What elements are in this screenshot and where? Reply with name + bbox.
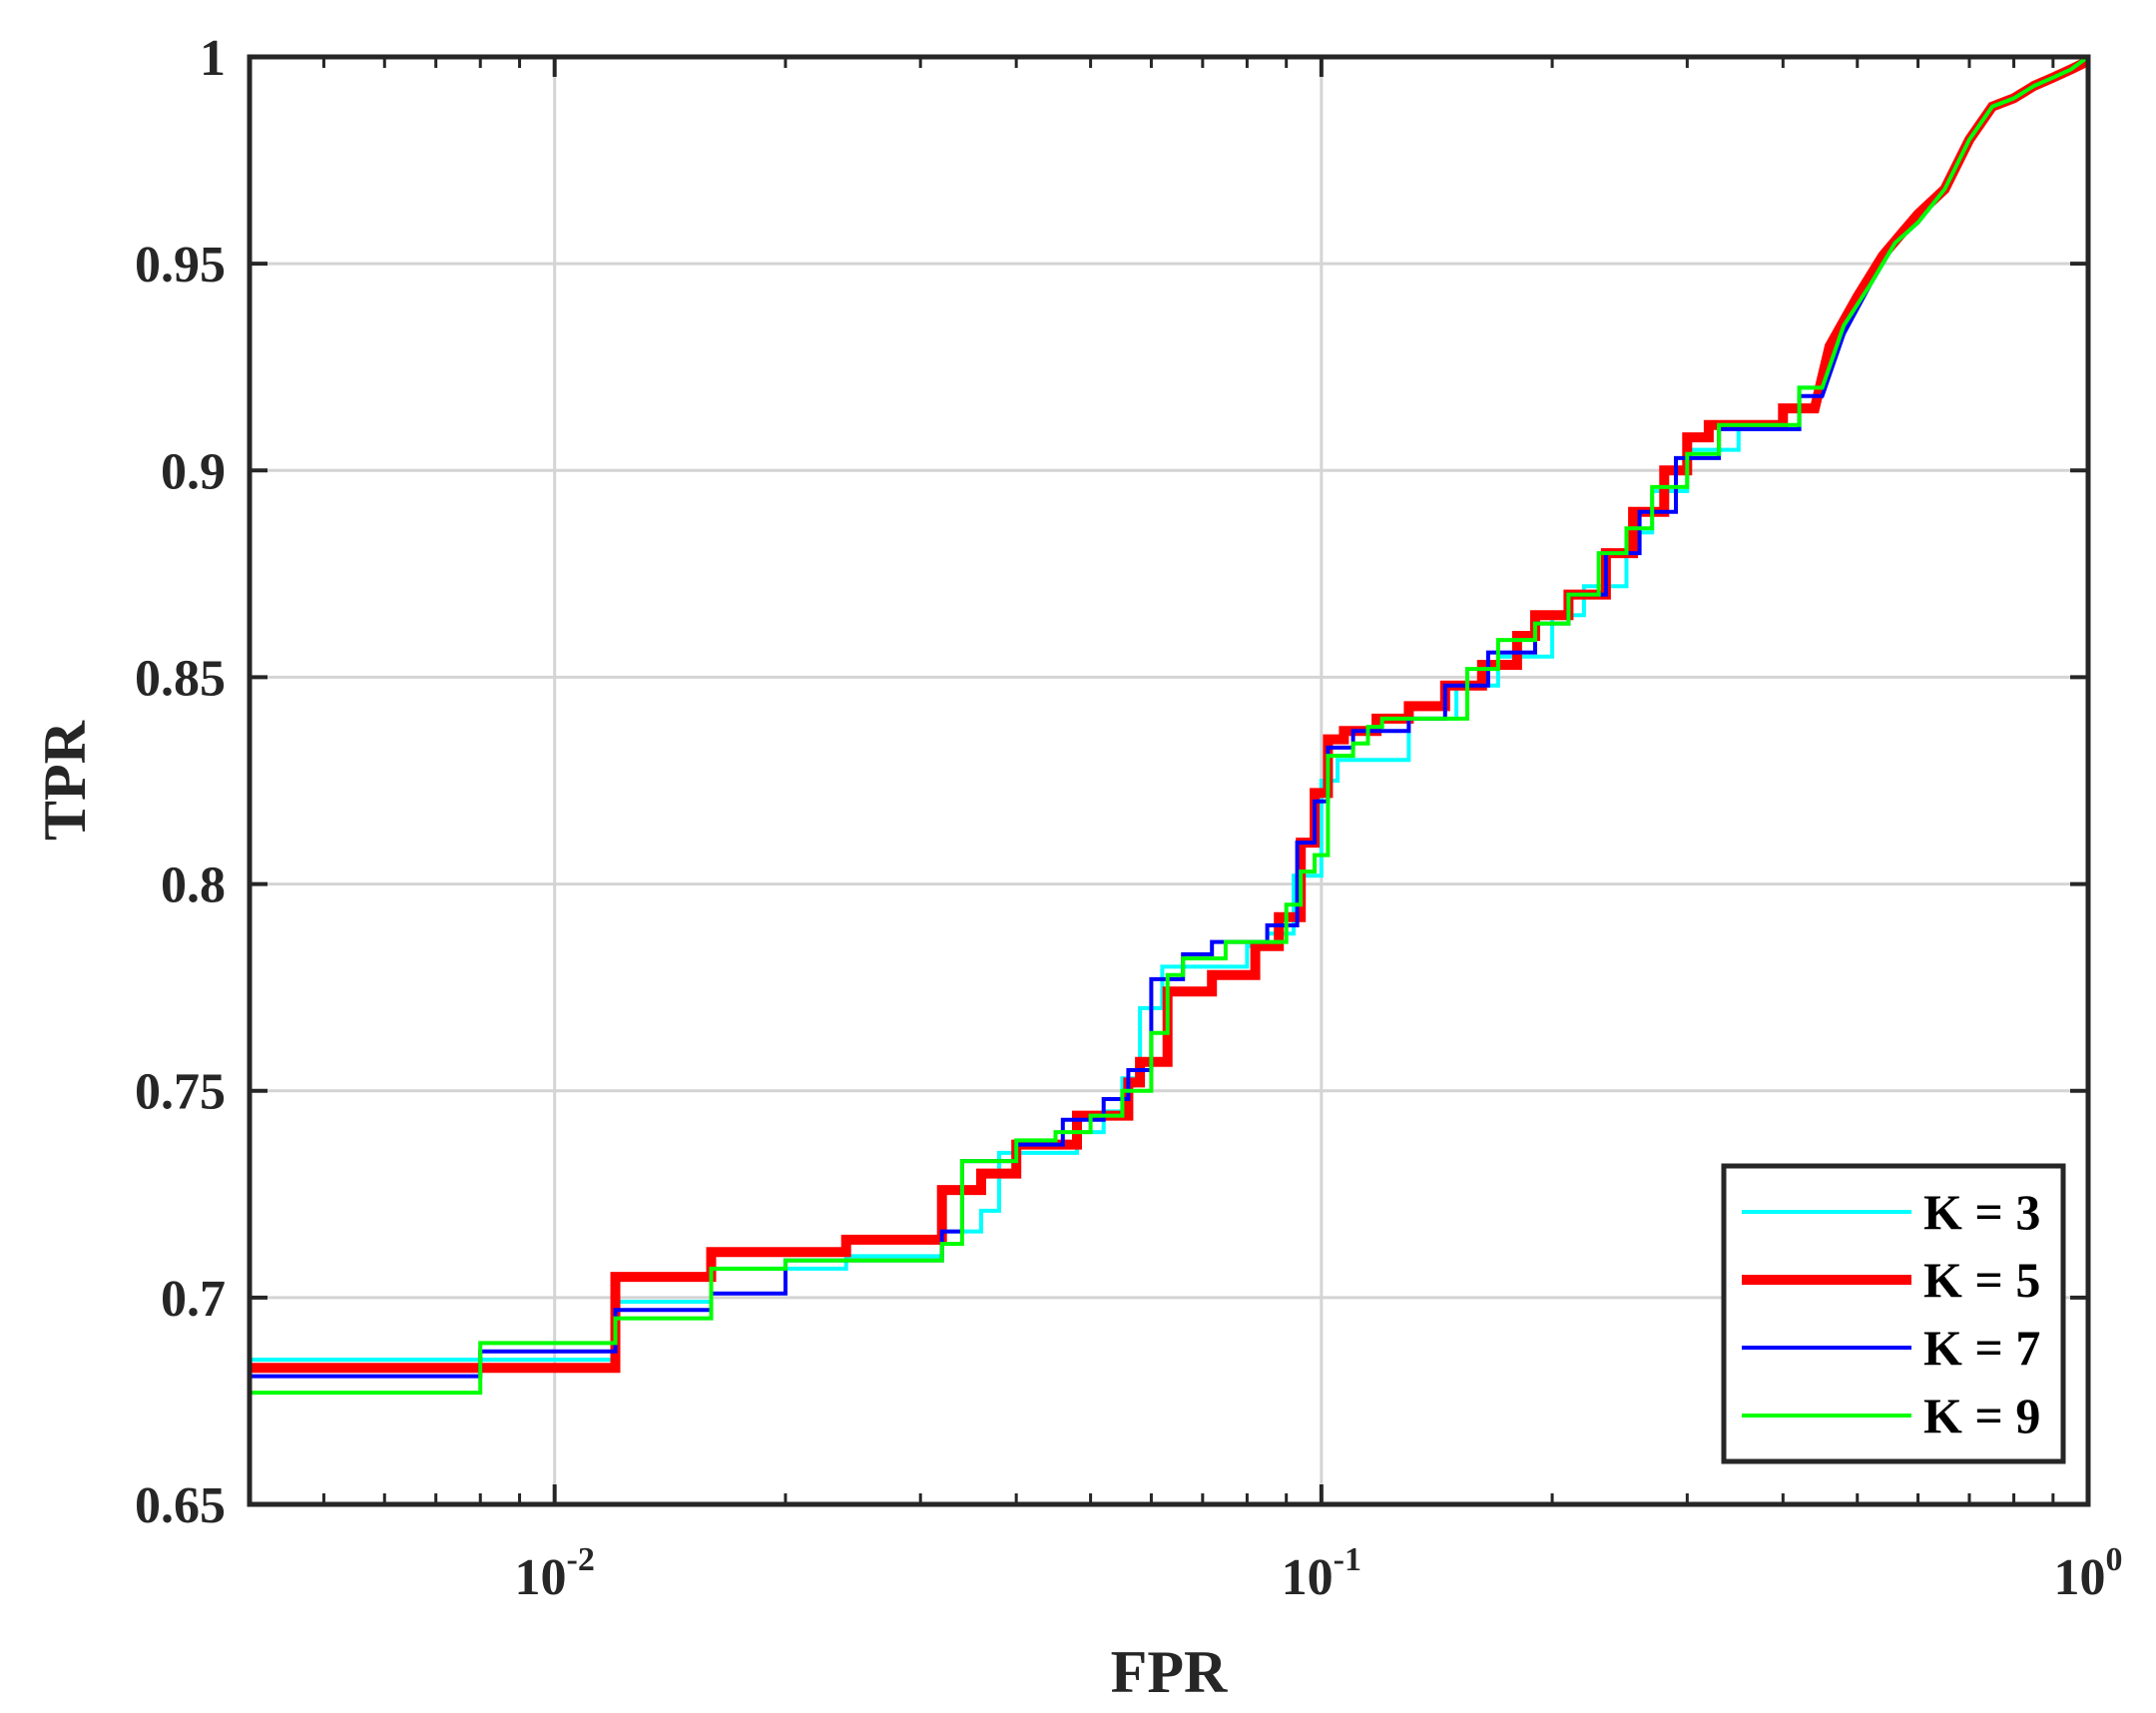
legend-label: K = 3 bbox=[1923, 1184, 2040, 1240]
y-axis-title: TPR bbox=[32, 720, 98, 841]
legend-item: K = 5 bbox=[1742, 1252, 2040, 1308]
y-tick-labels: 0.65 0.7 0.75 0.8 0.85 0.9 0.95 1 bbox=[135, 30, 226, 1534]
legend-item: K = 9 bbox=[1742, 1388, 2040, 1443]
y-tick-label: 0.95 bbox=[135, 237, 226, 293]
y-tick-label: 0.85 bbox=[135, 650, 226, 707]
y-tick-label: 0.8 bbox=[161, 857, 226, 914]
legend-label: K = 7 bbox=[1923, 1320, 2040, 1376]
grid-lines bbox=[250, 57, 2088, 1504]
series-line-2 bbox=[250, 56, 2091, 1374]
svg-text:10-1: 10-1 bbox=[1282, 1541, 1361, 1606]
x-tick-base: 10 bbox=[2054, 1549, 2106, 1606]
plot-frame bbox=[247, 54, 2091, 1507]
legend: K = 3 K = 5 K = 7 K = 9 bbox=[1721, 1163, 2066, 1464]
x-tick-exponent: -1 bbox=[1334, 1541, 1361, 1578]
y-tick-label: 0.75 bbox=[135, 1064, 226, 1121]
y-tick-label: 0.7 bbox=[161, 1271, 226, 1328]
x-tick-exponent: 0 bbox=[2106, 1541, 2123, 1578]
x-tick-label: 10-1 bbox=[1282, 1541, 1361, 1606]
legend-label: K = 5 bbox=[1923, 1252, 2040, 1308]
legend-box bbox=[1721, 1163, 2066, 1464]
legend-label: K = 9 bbox=[1923, 1388, 2040, 1443]
tick-marks bbox=[250, 55, 2090, 1506]
x-axis-title: FPR bbox=[1111, 1639, 1228, 1705]
legend-item: K = 7 bbox=[1742, 1320, 2040, 1376]
y-tick-label: 0.9 bbox=[161, 443, 226, 500]
svg-text:100: 100 bbox=[2054, 1541, 2123, 1606]
x-tick-base: 10 bbox=[515, 1549, 567, 1606]
x-tick-labels: 10-2 10-1 100 bbox=[515, 1541, 2123, 1606]
x-tick-exponent: -2 bbox=[567, 1541, 595, 1578]
y-tick-label: 1 bbox=[200, 30, 226, 87]
series-line-4 bbox=[250, 55, 2090, 1396]
x-tick-label: 10-2 bbox=[515, 1541, 595, 1606]
plot-lines bbox=[250, 55, 2091, 1396]
x-tick-label: 100 bbox=[2054, 1541, 2123, 1606]
y-tick-label: 0.65 bbox=[135, 1477, 226, 1534]
svg-text:10-2: 10-2 bbox=[515, 1541, 595, 1606]
legend-item: K = 3 bbox=[1742, 1184, 2040, 1240]
x-tick-base: 10 bbox=[1282, 1549, 1334, 1606]
